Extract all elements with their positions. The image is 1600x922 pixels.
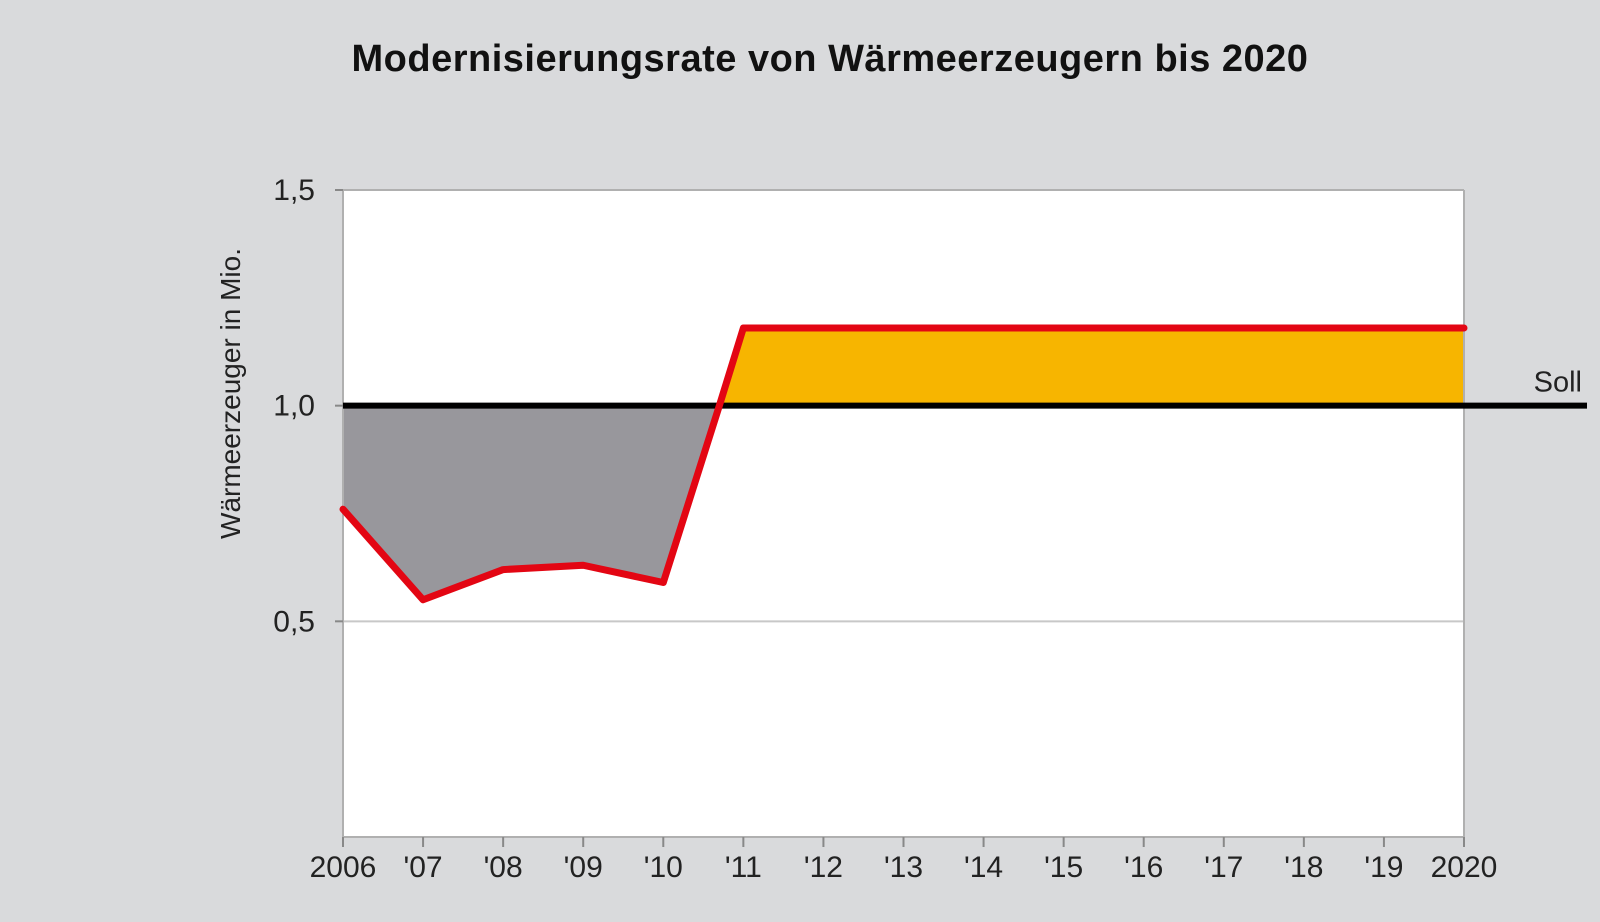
x-tick-label: '12	[804, 851, 843, 884]
series-line	[339, 324, 1468, 604]
x-tick-label: 2020	[1431, 851, 1498, 884]
x-tick-label: '11	[725, 851, 762, 884]
y-tick-label: 0,5	[273, 605, 315, 638]
y-tick-label: 1,5	[273, 174, 315, 207]
x-tick-label: '10	[644, 851, 683, 884]
x-tick-label: '09	[564, 851, 603, 884]
x-tick-label: 2006	[310, 851, 377, 884]
x-tick-label: '17	[1204, 851, 1243, 884]
x-tick-label: '13	[884, 851, 923, 884]
below-target-area	[343, 405, 720, 600]
above-target-area	[719, 328, 1464, 406]
x-tick-label: '19	[1364, 851, 1403, 884]
x-tick-label: '07	[404, 851, 443, 884]
soll-label: Soll	[1534, 367, 1582, 399]
chart-title: Modernisierungsrate von Wärmeerzeugern b…	[351, 38, 1309, 80]
x-tick-label: '08	[484, 851, 523, 884]
x-tick-label: '16	[1124, 851, 1163, 884]
y-tick-label: 1,0	[273, 390, 315, 423]
y-axis-title: Wärmeerzeuger in Mio.	[215, 248, 246, 539]
x-tick-label: '15	[1044, 851, 1083, 884]
x-tick-label: '18	[1284, 851, 1323, 884]
x-tick-label: '14	[964, 851, 1003, 884]
